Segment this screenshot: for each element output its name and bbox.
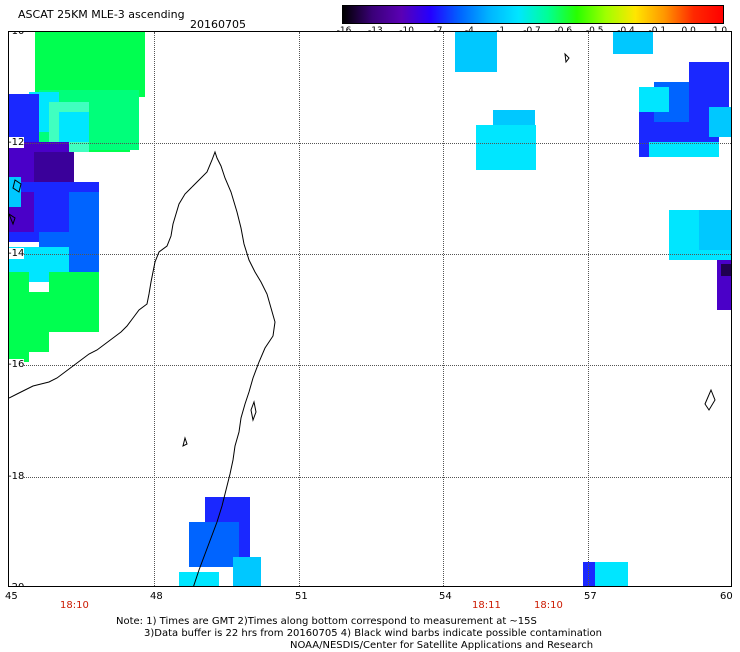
map-panel: -10 -12 -14 -16 -18 -20 xyxy=(8,31,732,587)
note-line-1: Note: 1) Times are GMT 2)Times along bot… xyxy=(116,616,537,627)
swath-cell xyxy=(179,572,219,586)
swath-cell xyxy=(649,142,719,157)
swath-cell xyxy=(583,562,595,586)
product-title: ASCAT 25KM MLE-3 ascending xyxy=(18,8,185,21)
note-line-3: NOAA/NESDIS/Center for Satellite Applica… xyxy=(290,640,594,651)
swath-cell xyxy=(59,112,89,142)
swath-cell xyxy=(9,94,39,144)
longitude-label: 48 xyxy=(150,591,163,602)
latitude-label: -14 xyxy=(8,248,25,259)
time-label: 18:10 xyxy=(534,600,563,611)
swath-cell xyxy=(49,272,99,332)
parallel-line xyxy=(9,365,731,366)
latitude-label: -12 xyxy=(8,137,25,148)
swath-cell xyxy=(613,32,653,54)
swath-cell xyxy=(29,292,49,352)
latitude-label: -10 xyxy=(9,32,25,37)
latitude-label: -18 xyxy=(8,471,25,482)
swath-cell xyxy=(639,87,669,112)
latitude-label: -20 xyxy=(9,582,25,586)
meridian-line xyxy=(588,32,589,586)
coastline-layer xyxy=(9,52,716,586)
swath-cell xyxy=(455,32,497,72)
meridian-line xyxy=(154,32,155,586)
swath-cell xyxy=(9,272,29,362)
swath-cell xyxy=(9,177,21,207)
swath-cell xyxy=(233,557,261,586)
longitude-label: 54 xyxy=(439,591,452,602)
longitude-label: 57 xyxy=(584,591,597,602)
latitude-label: -16 xyxy=(8,359,25,370)
parallel-line xyxy=(9,143,731,144)
time-label: 18:10 xyxy=(60,600,89,611)
swath-cell xyxy=(699,210,731,250)
longitude-label: 51 xyxy=(295,591,308,602)
parallel-line xyxy=(9,254,731,255)
time-label: 18:11 xyxy=(472,600,501,611)
swath-cell xyxy=(476,125,536,170)
product-date: 20160705 xyxy=(190,18,246,31)
swath-cell xyxy=(35,32,85,77)
parallel-line xyxy=(9,477,731,478)
meridian-line xyxy=(443,32,444,586)
swath-cell xyxy=(721,264,731,276)
meridian-line xyxy=(299,32,300,586)
longitude-label: 45 xyxy=(5,591,18,602)
note-line-2: 3)Data buffer is 22 hrs from 20160705 4)… xyxy=(144,628,602,639)
longitude-label: 60 xyxy=(720,591,733,602)
color-scale-bar xyxy=(342,5,724,24)
swath-cell xyxy=(709,107,731,137)
